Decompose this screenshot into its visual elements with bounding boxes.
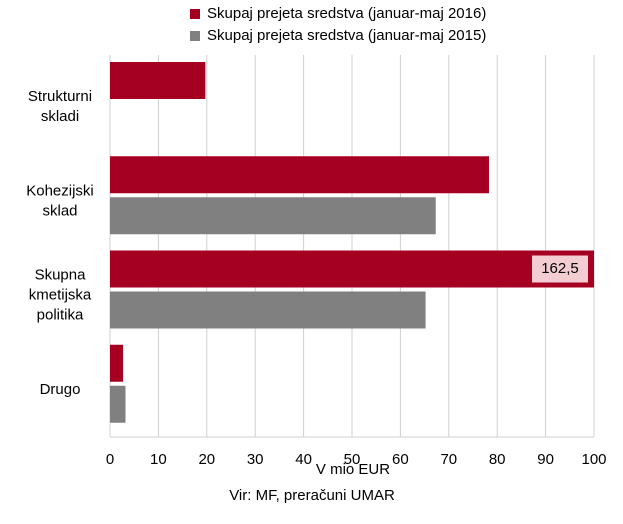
x-tick-label: 80 bbox=[489, 451, 506, 468]
x-tick-label: 20 bbox=[198, 451, 215, 468]
legend-label: Skupaj prejeta sredstva (januar-maj 2016… bbox=[207, 5, 486, 22]
legend-swatch bbox=[190, 31, 200, 41]
x-tick-label: 100 bbox=[581, 451, 606, 468]
value-label: 162,5 bbox=[541, 260, 579, 277]
y-tick-label: Drugo bbox=[40, 381, 81, 398]
y-tick-label: Skupna kmetijska politika bbox=[29, 267, 92, 324]
bar bbox=[110, 62, 206, 99]
x-tick-label: 60 bbox=[392, 451, 409, 468]
x-tick-label: 90 bbox=[537, 451, 554, 468]
bar bbox=[110, 344, 124, 382]
x-tick-label: 30 bbox=[247, 451, 264, 468]
y-tick-label: Strukturni skladi bbox=[28, 88, 92, 125]
value-label-box bbox=[532, 255, 588, 283]
x-tick-label: 10 bbox=[150, 451, 167, 468]
x-tick-label: 70 bbox=[440, 451, 457, 468]
x-axis-title: V mio EUR bbox=[316, 461, 390, 478]
legend-swatch bbox=[190, 9, 200, 19]
source-note: Vir: MF, preračuni UMAR bbox=[229, 487, 395, 504]
y-tick-label: Kohezijski sklad bbox=[26, 182, 94, 219]
x-tick-label: 0 bbox=[106, 451, 114, 468]
x-tick-label: 40 bbox=[295, 451, 312, 468]
bar bbox=[110, 156, 489, 194]
legend-label: Skupaj prejeta sredstva (januar-maj 2015… bbox=[207, 27, 486, 44]
plot-area bbox=[110, 62, 594, 423]
bar bbox=[110, 291, 426, 329]
bar bbox=[110, 250, 594, 288]
bar bbox=[110, 197, 436, 235]
x-tick-label: 50 bbox=[344, 451, 361, 468]
bar bbox=[110, 385, 126, 423]
